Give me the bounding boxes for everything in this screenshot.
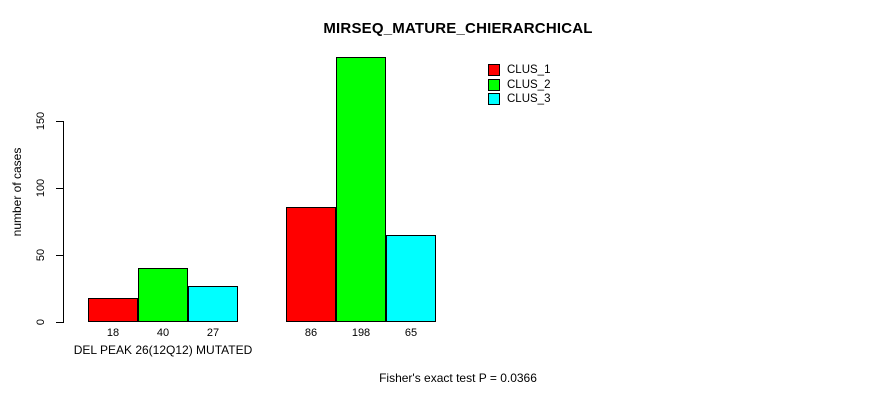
bar-clus-1-group-1 — [88, 297, 138, 322]
bar-value-label: 27 — [206, 327, 220, 339]
legend-item: CLUS_1 — [488, 64, 550, 76]
bar-value-label: 18 — [106, 327, 120, 339]
bar-clus-2-group-1 — [138, 268, 188, 322]
y-tick-mark — [56, 255, 63, 256]
bar-value-label: 65 — [404, 327, 418, 339]
bar-clus-1-group-2 — [286, 206, 336, 322]
legend-label: CLUS_1 — [507, 64, 551, 76]
x-axis-group-label: DEL PEAK 26(12Q12) MUTATED — [73, 343, 253, 357]
y-tick-label: 100 — [35, 178, 47, 198]
bar-value-label: 40 — [156, 327, 170, 339]
bar-clus-2-group-2 — [336, 56, 386, 322]
legend-label: CLUS_2 — [507, 78, 551, 91]
fisher-test-note: Fisher's exact test P = 0.0366 — [379, 371, 537, 385]
y-tick-label: 150 — [35, 111, 47, 131]
legend-item: CLUS_2 — [488, 78, 551, 91]
legend-item: CLUS_3 — [488, 93, 550, 105]
y-tick-label: 0 — [35, 318, 47, 326]
y-tick-label: 50 — [35, 248, 47, 262]
bar-value-label: 198 — [351, 327, 371, 339]
y-tick-mark — [56, 121, 63, 122]
bar-clus-3-group-1 — [188, 285, 238, 322]
bar-clus-3-group-2 — [386, 234, 436, 322]
y-axis-line — [63, 121, 64, 323]
legend: CLUS_1 CLUS_2 CLUS_3 — [488, 64, 550, 108]
legend-swatch-clus-3 — [488, 93, 500, 105]
chart-title: MIRSEQ_MATURE_CHIERARCHICAL — [323, 20, 593, 37]
y-tick-mark — [56, 322, 63, 323]
y-axis-label: number of cases — [10, 147, 24, 237]
legend-label: CLUS_3 — [507, 93, 551, 105]
legend-swatch-clus-1 — [488, 64, 500, 76]
legend-swatch-clus-2 — [488, 78, 500, 91]
y-tick-mark — [56, 188, 63, 189]
bar-value-label: 86 — [304, 327, 318, 339]
